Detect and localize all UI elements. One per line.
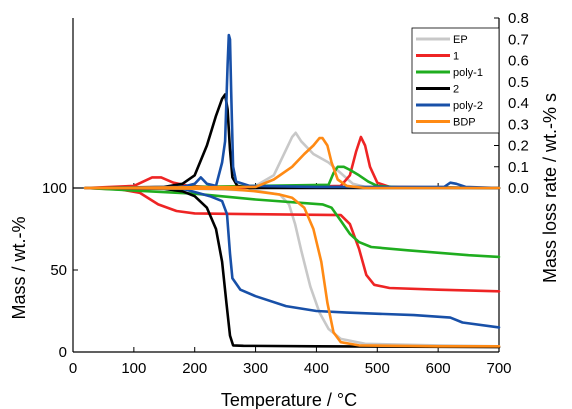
legend-label-2: 2 (453, 84, 459, 96)
series-rate-2 (83, 93, 501, 190)
series-mass-bdp (83, 186, 501, 348)
legend-label-poly-1: poly-1 (453, 67, 483, 79)
rate-tick-label: 0.5 (508, 74, 529, 91)
legend-label-poly-2: poly-2 (453, 100, 483, 112)
series-mass-ep (83, 186, 501, 348)
x-tick-label: 400 (304, 360, 329, 377)
rate-tick-label: 0.3 (508, 116, 529, 133)
rate-tick-label: 0.0 (508, 180, 529, 197)
series-layer (83, 33, 501, 349)
x-tick-label: 700 (486, 360, 511, 377)
series-rate-bdp (83, 136, 501, 190)
x-tick-label: 300 (243, 360, 268, 377)
mass-tick-label: 50 (50, 262, 67, 279)
legend-box (411, 27, 500, 134)
x-tick-label: 200 (182, 360, 207, 377)
series-rate-ep (83, 131, 501, 190)
series-mass-poly-2 (83, 186, 501, 329)
x-tick-label: 100 (121, 360, 146, 377)
legend: EP 1 poly-1 2 poly-2 BDP (411, 27, 500, 134)
y-axis-title-mass: Mass / wt.-% (9, 216, 29, 319)
rate-tick-label: 0.8 (508, 10, 529, 27)
x-tick-label: 600 (426, 360, 451, 377)
series-mass-poly-1 (83, 186, 501, 259)
legend-label-ep: EP (453, 34, 468, 46)
rate-tick-label: 0.1 (508, 159, 529, 176)
x-tick-label: 500 (365, 360, 390, 377)
rate-tick-label: 0.4 (508, 95, 529, 112)
series-mass-1 (83, 186, 501, 293)
legend-label-bdp: BDP (453, 117, 476, 129)
rate-tick-label: 0.7 (508, 31, 529, 48)
series-mass-2 (83, 186, 501, 349)
y-axis-title-rate: Mass loss rate / wt.-% s (540, 93, 560, 283)
x-axis-title: Temperature / °C (221, 390, 357, 409)
x-tick-label: 0 (69, 360, 77, 377)
legend-label-1: 1 (453, 51, 459, 63)
series-rate-poly-1 (83, 165, 501, 190)
mass-tick-label: 100 (42, 180, 67, 197)
series-rate-1 (83, 135, 501, 190)
series-rate-poly-2 (83, 33, 501, 190)
rate-tick-label: 0.2 (508, 138, 529, 155)
rate-tick-label: 0.6 (508, 53, 529, 70)
mass-tick-label: 0 (59, 344, 67, 361)
